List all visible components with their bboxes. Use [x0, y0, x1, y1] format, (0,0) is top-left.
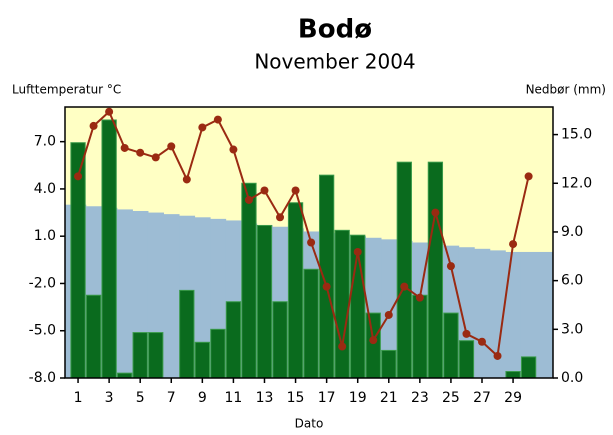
bar [458, 340, 475, 379]
normal-area [505, 251, 522, 378]
x-tick-label: 15 [287, 390, 305, 406]
bar [194, 341, 210, 379]
bar [520, 356, 537, 379]
y2-axis-label: Nedbør (mm) [526, 83, 606, 97]
temperature-point [198, 123, 207, 132]
chart-title: Bodø [298, 15, 372, 45]
normal-area [116, 209, 133, 378]
bar [505, 371, 521, 379]
bar [225, 301, 242, 379]
temperature-point [105, 107, 114, 116]
bar [132, 332, 148, 379]
bar [210, 328, 226, 379]
bar [365, 312, 381, 379]
temperature-point [477, 337, 486, 346]
temperature-point [353, 247, 362, 256]
x-tick-label: 21 [380, 390, 398, 406]
x-tick-label: 3 [105, 390, 114, 406]
bar [85, 294, 102, 379]
x-tick-label: 23 [411, 390, 429, 406]
temperature-point [509, 240, 518, 249]
bar [443, 312, 459, 379]
y-tick-label: 1.0 [34, 228, 56, 244]
temperature-point [384, 310, 393, 319]
y-tick-label: -2.0 [29, 275, 56, 291]
temperature-point [431, 208, 440, 217]
bar [381, 349, 397, 379]
temperature-point [524, 172, 533, 181]
x-tick-label: 13 [256, 390, 274, 406]
temperature-point [151, 153, 160, 162]
x-tick-label: 17 [318, 390, 336, 406]
temperature-point [338, 342, 347, 351]
bar [412, 294, 428, 379]
temperature-point [276, 213, 285, 222]
y-tick-label: -8.0 [29, 370, 56, 386]
bar [241, 182, 257, 379]
bar [427, 161, 444, 379]
y2-tick-label: 9.0 [561, 224, 583, 240]
temperature-point [167, 142, 176, 151]
y2-tick-label: 3.0 [561, 321, 583, 337]
bar [101, 119, 117, 379]
normal-area [163, 214, 180, 378]
temperature-point [74, 172, 83, 181]
bar [179, 289, 195, 379]
temperature-point [260, 186, 269, 195]
bar [396, 161, 412, 379]
temperature-point [462, 329, 471, 338]
x-tick-label: 25 [442, 390, 460, 406]
x-tick-label: 19 [349, 390, 367, 406]
temperature-point [89, 121, 98, 130]
temperature-point [136, 148, 145, 157]
normal-area [474, 248, 491, 378]
temperature-point [307, 238, 316, 247]
temperature-point [493, 351, 502, 360]
temperature-point [291, 186, 300, 195]
bar [287, 202, 304, 379]
y-tick-label: 7.0 [34, 134, 56, 150]
y2-tick-label: 15.0 [561, 127, 592, 143]
x-tick-label: 7 [167, 390, 176, 406]
bar [272, 301, 288, 379]
temperature-point [415, 293, 424, 302]
y2-tick-label: 0.0 [561, 370, 583, 386]
temperature-point [446, 262, 455, 271]
temperature-point [182, 175, 191, 184]
x-tick-label: 27 [473, 390, 491, 406]
bar [148, 332, 164, 379]
temperature-point [400, 282, 409, 291]
normal-area [489, 250, 506, 378]
x-tick-label: 29 [504, 390, 522, 406]
temperature-point [369, 336, 378, 345]
chart-subtitle: November 2004 [254, 50, 415, 74]
temperature-point [322, 282, 331, 291]
x-tick-label: 5 [136, 390, 145, 406]
x-tick-label: 9 [198, 390, 207, 406]
plot-border [64, 106, 554, 379]
temperature-point [120, 143, 129, 152]
normal-area [194, 217, 211, 378]
temperature-point [244, 195, 253, 204]
temperature-point [213, 115, 222, 124]
bar [256, 224, 273, 379]
temperature-point [229, 145, 238, 154]
x-tick-label: 1 [74, 390, 83, 406]
bar [303, 268, 319, 379]
bar [318, 174, 335, 379]
x-tick-label: 11 [225, 390, 243, 406]
normal-area [381, 239, 398, 378]
y-tick-label: -5.0 [29, 323, 56, 339]
y-axis-label: Lufttemperatur °C [12, 83, 121, 97]
y2-tick-label: 6.0 [561, 273, 583, 289]
y2-tick-label: 12.0 [561, 175, 592, 191]
y-tick-label: 4.0 [34, 181, 56, 197]
x-axis-label: Dato [295, 417, 324, 431]
bar [334, 229, 350, 379]
